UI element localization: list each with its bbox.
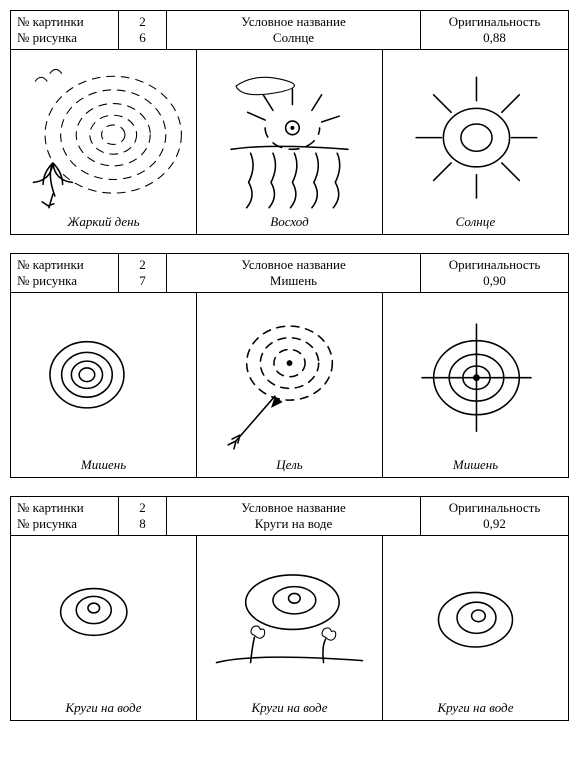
image-cell: Мишень (383, 293, 569, 478)
label-conv-name: Условное название (173, 257, 414, 273)
image-caption: Круги на воде (197, 700, 382, 716)
label-originality: Оригинальность (427, 257, 562, 273)
draw-no-value: 8 (125, 516, 160, 532)
originality-value: 0,90 (427, 273, 562, 289)
image-caption: Мишень (11, 457, 196, 473)
row-labels: № картинки№ рисунка (11, 497, 119, 536)
draw-no-value: 6 (125, 30, 160, 46)
draw-no-value: 7 (125, 273, 160, 289)
name-cell: Условное названиеСолнце (167, 11, 421, 50)
image-row: Круги на воде Круги на воде Круги на вод… (10, 536, 569, 721)
image-row: Мишень Цель Мишень (10, 293, 569, 478)
image-caption: Жаркий день (11, 214, 196, 230)
originality-value: 0,88 (427, 30, 562, 46)
originality-value: 0,92 (427, 516, 562, 532)
row-labels: № картинки№ рисунка (11, 11, 119, 50)
label-originality: Оригинальность (427, 14, 562, 30)
image-caption: Мишень (383, 457, 568, 473)
label-pic-no: № картинки (17, 257, 112, 273)
pic-no-value: 2 (125, 257, 160, 273)
group: № картинки№ рисунка28Условное названиеКр… (10, 496, 569, 721)
label-pic-no: № картинки (17, 14, 112, 30)
header-table: № картинки№ рисунка26Условное названиеСо… (10, 10, 569, 50)
image-caption: Круги на воде (11, 700, 196, 716)
row-numbers: 27 (119, 254, 167, 293)
originality-cell: Оригинальность0,90 (421, 254, 569, 293)
image-row: Жаркий день Восход Солнце (10, 50, 569, 235)
row-numbers: 28 (119, 497, 167, 536)
label-pic-no: № картинки (17, 500, 112, 516)
label-originality: Оригинальность (427, 500, 562, 516)
originality-cell: Оригинальность0,92 (421, 497, 569, 536)
label-conv-name: Условное название (173, 14, 414, 30)
image-cell: Цель (197, 293, 383, 478)
name-value: Круги на воде (173, 516, 414, 532)
row-labels: № картинки№ рисунка (11, 254, 119, 293)
label-conv-name: Условное название (173, 500, 414, 516)
pic-no-value: 2 (125, 14, 160, 30)
name-cell: Условное названиеМишень (167, 254, 421, 293)
image-cell: Круги на воде (197, 536, 383, 721)
row-numbers: 26 (119, 11, 167, 50)
image-caption: Солнце (383, 214, 568, 230)
label-draw-no: № рисунка (17, 30, 112, 46)
image-cell: Мишень (10, 293, 197, 478)
pic-no-value: 2 (125, 500, 160, 516)
group: № картинки№ рисунка26Условное названиеСо… (10, 10, 569, 235)
image-cell: Круги на воде (10, 536, 197, 721)
name-cell: Условное названиеКруги на воде (167, 497, 421, 536)
name-value: Солнце (173, 30, 414, 46)
name-value: Мишень (173, 273, 414, 289)
header-table: № картинки№ рисунка27Условное названиеМи… (10, 253, 569, 293)
group: № картинки№ рисунка27Условное названиеМи… (10, 253, 569, 478)
image-cell: Солнце (383, 50, 569, 235)
image-cell: Круги на воде (383, 536, 569, 721)
image-caption: Цель (197, 457, 382, 473)
label-draw-no: № рисунка (17, 273, 112, 289)
worksheet: № картинки№ рисунка26Условное названиеСо… (10, 10, 569, 721)
image-caption: Восход (197, 214, 382, 230)
header-table: № картинки№ рисунка28Условное названиеКр… (10, 496, 569, 536)
image-cell: Восход (197, 50, 383, 235)
image-cell: Жаркий день (10, 50, 197, 235)
label-draw-no: № рисунка (17, 516, 112, 532)
originality-cell: Оригинальность0,88 (421, 11, 569, 50)
image-caption: Круги на воде (383, 700, 568, 716)
